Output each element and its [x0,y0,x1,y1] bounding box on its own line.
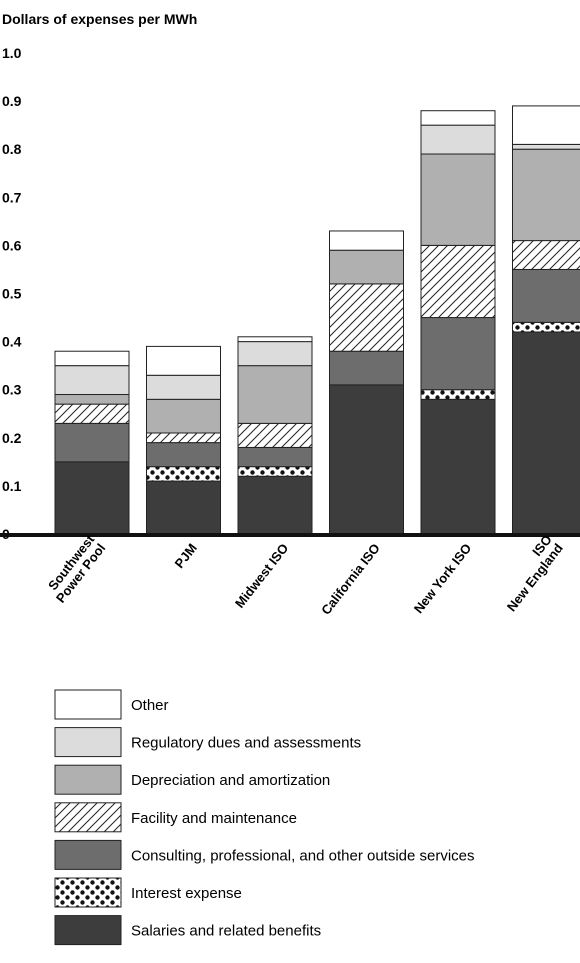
bar-segment-other [146,345,221,376]
y-tick-label: 0.4 [2,334,22,350]
y-tick-label: 0.1 [2,478,22,494]
y-tick-label: 1.0 [2,45,22,61]
legend-item-interest-expense: Interest expense [54,877,242,908]
legend-label: Salaries and related benefits [131,923,321,940]
category-label: PJM [172,541,200,571]
legend-label: Consulting, professional, and other outs… [131,847,475,864]
bar-segment-salaries-and-related-benefits [329,384,404,535]
y-tick-label: 0.6 [2,237,22,253]
y-axis-label: Dollars of expenses per MWh [2,11,197,27]
category-label: ISONew England [493,532,566,614]
bar-segment-regulatory-dues-and-assessments [420,124,496,155]
bar-segment-salaries-and-related-benefits [512,331,580,535]
bar-segment-regulatory-dues-and-assessments [512,143,580,150]
legend-swatch [54,802,122,833]
legend-swatch [54,915,122,946]
bars [54,105,580,535]
legend-swatch [54,689,122,720]
bar-segment-depreciation-and-amortization [54,394,130,405]
bar-segment-consulting-professional-and-other-outside-services [54,422,130,463]
bar-segment-facility-and-maintenance [54,403,130,424]
bar-segment-depreciation-and-amortization [512,148,580,242]
bar-segment-other [512,105,580,145]
bar-segment-salaries-and-related-benefits [146,480,221,535]
bar-segment-facility-and-maintenance [512,240,580,270]
bar-segment-facility-and-maintenance [237,422,313,448]
legend-item-depreciation-and-amortization: Depreciation and amortization [54,764,330,795]
bar-segment-regulatory-dues-and-assessments [146,374,221,400]
bar-segment-consulting-professional-and-other-outside-services [329,350,404,386]
category-labels: SouthwestPower Pool PJM Midwest ISO Califor… [42,531,566,618]
bar-segment-interest-expense [237,466,313,477]
bar-segment-salaries-and-related-benefits [237,475,313,535]
bar-segment-other [420,110,496,126]
bar-segment-other [54,350,130,367]
legend-item-facility-and-maintenance: Facility and maintenance [54,802,297,833]
legend-item-other: Other [54,689,169,720]
category-label: Midwest ISO [232,541,291,611]
y-tick-label: 0.9 [2,93,22,109]
bar-segment-consulting-professional-and-other-outside-services [512,268,580,323]
bar-segment-depreciation-and-amortization [237,365,313,424]
category-label: SouthwestPower Pool [42,531,109,605]
bar-segment-other [237,336,313,343]
legend-swatch [54,727,122,758]
bar-segment-interest-expense [146,466,221,482]
legend-swatch [54,839,122,870]
bar-segment-interest-expense [512,321,580,333]
bar-segment-depreciation-and-amortization [146,398,221,434]
bar-segment-facility-and-maintenance [146,432,221,444]
legend: Other Regulatory dues and assessments Depr… [54,689,475,946]
bar-segment-consulting-professional-and-other-outside-services [237,446,313,468]
category-label: California ISO [318,541,383,618]
y-tick-label: 0.7 [2,189,22,205]
legend-item-consulting-professional-and-other-outside-services: Consulting, professional, and other outs… [54,839,475,870]
bar-segment-other [329,230,404,251]
legend-label: Facility and maintenance [131,810,297,827]
legend-label: Other [131,697,169,714]
legend-label: Interest expense [131,885,242,902]
y-tick-label: 0.8 [2,141,22,157]
y-tick-label: 0.5 [2,286,22,302]
category-label: New York ISO [411,541,475,616]
legend-label: Regulatory dues and assessments [131,735,361,752]
bar-segment-consulting-professional-and-other-outside-services [146,442,221,468]
bar-segment-interest-expense [420,389,496,400]
legend-swatch [54,764,122,795]
legend-item-regulatory-dues-and-assessments: Regulatory dues and assessments [54,727,361,758]
bar-segment-facility-and-maintenance [329,283,404,352]
bar-segment-depreciation-and-amortization [420,153,496,246]
bar-segment-salaries-and-related-benefits [54,461,130,535]
y-tick-label: 0.3 [2,382,22,398]
bar-segment-consulting-professional-and-other-outside-services [420,317,496,391]
bar-segment-regulatory-dues-and-assessments [54,365,130,396]
y-axis-ticks: 00.10.20.30.40.50.60.70.80.91.0 [2,45,22,542]
bar-segment-depreciation-and-amortization [329,249,404,285]
bar-segment-salaries-and-related-benefits [420,398,496,535]
legend-label: Depreciation and amortization [131,772,330,789]
y-tick-label: 0.2 [2,430,22,446]
bar-segment-facility-and-maintenance [420,244,496,319]
bar-segment-regulatory-dues-and-assessments [237,341,313,367]
legend-item-salaries-and-related-benefits: Salaries and related benefits [54,915,321,946]
legend-swatch [54,877,122,908]
